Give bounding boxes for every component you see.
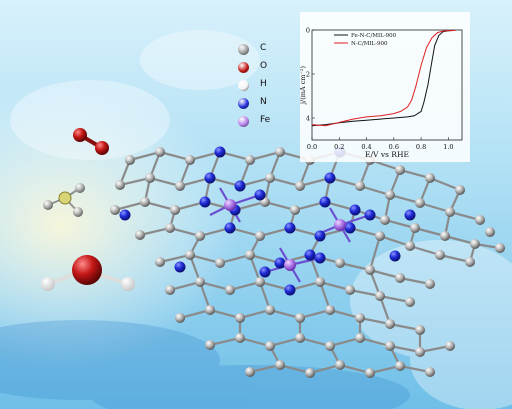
water-molecule: [41, 255, 135, 291]
adsorbate-cluster: [43, 183, 85, 217]
legend-series-label: N-C/MIL-900: [351, 41, 388, 47]
legend-label: Fe: [260, 115, 271, 125]
atom-swatch-icon: [238, 116, 249, 127]
legend-item-h: H: [238, 78, 298, 96]
atom-swatch-icon: [238, 44, 249, 55]
y-tick-label: 2: [306, 71, 310, 79]
legend-series-label: Fe-N-C/MIL-900: [351, 33, 397, 39]
y-axis-label: j/(mA cm⁻²): [300, 66, 307, 106]
legend-item-c: C: [238, 42, 298, 60]
x-tick-label: 0.0: [307, 143, 317, 151]
x-tick-label: 0.8: [416, 143, 426, 151]
legend-label: C: [260, 43, 267, 53]
x-tick-label: 0.2: [334, 143, 344, 151]
lsv-chart: 0.0 0.2 0.4 0.6 0.8 1.0 0 2 4 E/V vs RHE j/(mA cm⁻…: [300, 12, 470, 162]
legend-item-o: O: [238, 60, 298, 78]
legend-label: H: [260, 79, 267, 89]
legend-label: O: [260, 61, 268, 71]
graphene-sheet: [110, 146, 505, 378]
o2-molecule: [73, 128, 109, 155]
chart-background: [300, 12, 470, 162]
x-tick-label: 1.0: [443, 143, 453, 151]
atom-swatch-icon: [238, 62, 249, 73]
x-axis-label: E/V vs RHE: [365, 150, 409, 159]
y-tick-label: 0: [306, 27, 310, 35]
y-tick-label: 4: [306, 115, 310, 123]
atom-legend: C O H N Fe: [238, 42, 298, 132]
plot-frame: [311, 29, 463, 141]
chart-plot-area: 0.0 0.2 0.4 0.6 0.8 1.0 0 2 4 E/V vs RHE j/(mA cm⁻…: [300, 27, 463, 159]
x-tick-label: 0.4: [361, 143, 371, 151]
legend-label: N: [260, 97, 267, 107]
legend-item-fe: Fe: [238, 114, 298, 132]
atom-swatch-icon: [238, 98, 249, 109]
legend-item-n: N: [238, 96, 298, 114]
x-tick-label: 0.6: [389, 143, 399, 151]
atom-swatch-icon: [238, 80, 249, 91]
series-line-0: [311, 29, 456, 127]
series-line-1: [311, 29, 456, 127]
